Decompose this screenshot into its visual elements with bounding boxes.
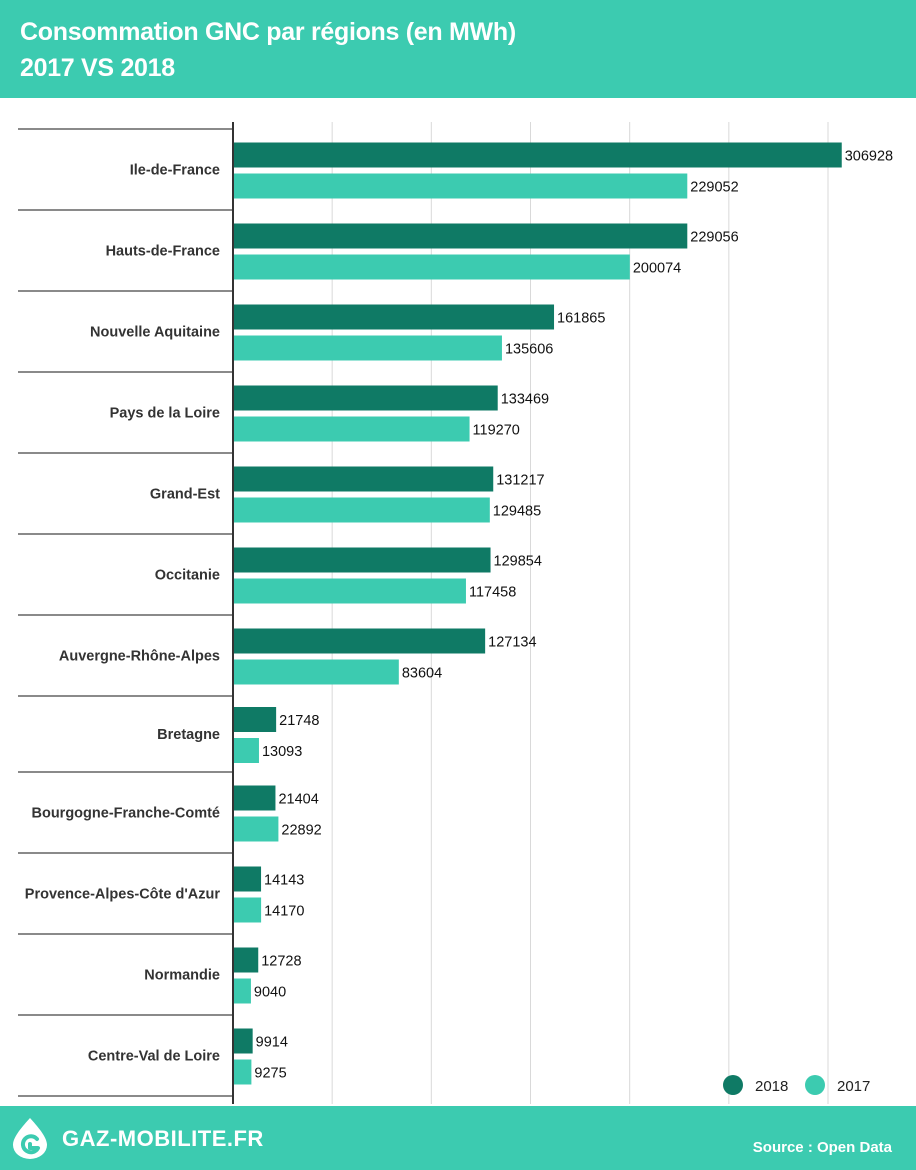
data-label: 229052 (690, 180, 738, 196)
category-label: Ile-de-France (130, 163, 220, 179)
chart-subtitle: 2017 VS 2018 (20, 54, 175, 82)
bar-2018 (234, 385, 498, 411)
category-label: Centre-Val de Loire (88, 1049, 220, 1065)
bar-2017 (234, 335, 502, 361)
data-label: 9275 (254, 1066, 286, 1082)
data-label: 21748 (279, 713, 319, 729)
data-label: 135606 (505, 342, 553, 358)
brand-name: GAZ-MOBILITE.FR (62, 1126, 264, 1151)
category-label: Bourgogne-Franche-Comté (32, 806, 221, 822)
bar-2017 (234, 1059, 252, 1085)
category-label: Provence-Alpes-Côte d'Azur (25, 887, 221, 903)
category-label: Pays de la Loire (110, 406, 220, 422)
legend-marker-2017 (805, 1075, 825, 1095)
bar-2018 (234, 223, 688, 249)
category-label: Auvergne-Rhône-Alpes (59, 649, 220, 665)
bar-2018 (234, 466, 494, 492)
bar-2017 (234, 497, 490, 523)
data-label: 14143 (264, 873, 304, 889)
data-label: 22892 (281, 823, 321, 839)
footer-banner: GAZ-MOBILITE.FR Source : Open Data (0, 1106, 916, 1170)
bar-2018 (234, 628, 486, 654)
data-label: 129854 (494, 554, 542, 570)
bar-2018 (234, 947, 259, 973)
bar-2018 (234, 866, 262, 892)
legend-label: 2017 (837, 1078, 870, 1095)
bar-2017 (234, 738, 259, 763)
data-label: 14170 (264, 904, 304, 920)
data-label: 306928 (845, 149, 893, 165)
data-label: 83604 (402, 666, 442, 682)
header-banner: Consommation GNC par régions (en MWh) 20… (0, 0, 916, 98)
data-label: 119270 (473, 423, 520, 439)
bar-2017 (234, 659, 399, 685)
legend-marker-2018 (723, 1075, 743, 1095)
data-label: 9914 (256, 1035, 288, 1051)
category-label: Normandie (144, 968, 220, 984)
bar-2017 (234, 578, 466, 604)
data-label: 131217 (496, 473, 544, 489)
bar-2018 (234, 547, 491, 573)
gas-drop-logo-icon (13, 1118, 47, 1159)
data-label: 12728 (261, 954, 301, 970)
bar-2017 (234, 254, 630, 280)
category-label: Nouvelle Aquitaine (90, 325, 220, 341)
bar-chart: Ile-de-France 306928 229052 Hauts-de-France… (18, 122, 893, 1104)
data-label: 229056 (690, 230, 738, 246)
category-label: Bretagne (157, 727, 220, 743)
category-label: Occitanie (155, 568, 220, 584)
data-label: 13093 (262, 744, 302, 760)
chart-title: Consommation GNC par régions (en MWh) (20, 18, 516, 46)
data-label: 161865 (557, 311, 605, 327)
source-note: Source : Open Data (752, 1139, 892, 1156)
data-label: 117458 (469, 585, 516, 601)
data-label: 127134 (488, 635, 536, 651)
bar-2018 (234, 142, 842, 168)
bar-2018 (234, 304, 555, 330)
data-label: 129485 (493, 504, 541, 520)
bar-2017 (234, 897, 262, 923)
bar-2017 (234, 978, 251, 1004)
legend-label: 2018 (755, 1078, 788, 1095)
data-label: 9040 (254, 985, 286, 1001)
bar-2017 (234, 173, 688, 199)
bar-2018 (234, 1028, 253, 1054)
bar-2018 (234, 785, 276, 811)
bar-2018 (234, 707, 277, 732)
data-label: 200074 (633, 261, 681, 277)
data-label: 21404 (278, 792, 318, 808)
category-label: Grand-Est (150, 487, 220, 503)
category-label: Hauts-de-France (106, 244, 220, 260)
bar-2017 (234, 816, 279, 842)
bar-2017 (234, 416, 470, 442)
data-label: 133469 (501, 392, 549, 408)
